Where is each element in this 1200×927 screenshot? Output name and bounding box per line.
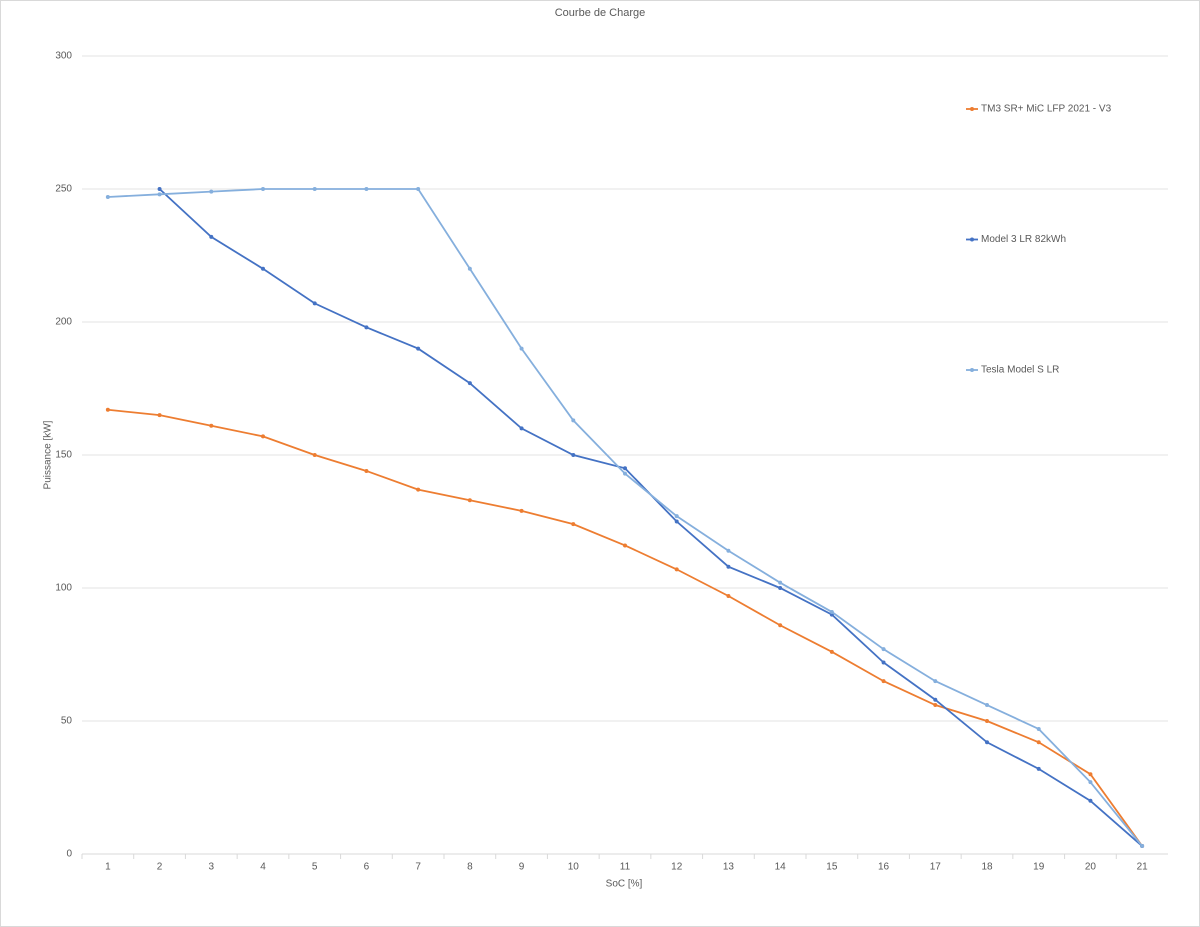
data-point	[933, 697, 938, 702]
x-tick-label: 20	[1085, 862, 1097, 873]
data-point	[364, 187, 369, 191]
x-tick-label: 5	[312, 862, 318, 873]
data-point	[985, 703, 989, 708]
x-tick-label: 17	[930, 862, 942, 873]
data-point	[881, 660, 886, 665]
data-point	[312, 301, 317, 306]
data-point	[261, 434, 265, 439]
data-point	[467, 498, 472, 503]
legend-label: Model 3 LR 82kWh	[981, 234, 1066, 245]
data-point	[105, 194, 110, 199]
data-point	[1088, 798, 1093, 803]
data-point	[467, 381, 472, 386]
y-tick-label: 150	[55, 450, 72, 461]
legend-marker	[970, 107, 974, 111]
data-point	[519, 346, 524, 351]
data-point	[416, 346, 421, 351]
data-point	[778, 580, 783, 585]
x-tick-label: 13	[723, 862, 735, 873]
data-point	[623, 466, 627, 471]
data-point	[985, 719, 989, 723]
data-point	[1088, 772, 1093, 777]
data-point	[674, 514, 679, 519]
y-tick-label: 100	[55, 583, 72, 594]
y-tick-label: 300	[55, 51, 72, 62]
data-point	[881, 679, 886, 684]
x-tick-label: 2	[157, 862, 163, 873]
data-point	[1036, 740, 1041, 745]
y-tick-label: 50	[61, 716, 73, 727]
data-point	[416, 187, 421, 191]
data-point	[416, 487, 421, 492]
data-point	[985, 740, 989, 745]
data-point	[209, 234, 214, 239]
data-point	[157, 192, 162, 197]
data-point	[519, 508, 524, 513]
data-point	[778, 623, 783, 628]
data-point	[261, 266, 265, 271]
x-tick-label: 4	[260, 862, 266, 873]
data-point	[623, 543, 627, 548]
data-point	[726, 548, 731, 553]
x-tick-label: 11	[620, 862, 631, 873]
x-tick-label: 6	[364, 862, 370, 873]
legend-marker	[970, 237, 974, 242]
data-point	[933, 703, 938, 708]
data-point	[157, 413, 162, 418]
y-axis-label: Puissance [kW]	[43, 420, 54, 489]
data-point	[261, 187, 265, 191]
x-tick-label: 8	[467, 862, 473, 873]
data-point	[674, 519, 679, 524]
data-point	[157, 187, 162, 191]
data-point	[364, 325, 369, 330]
legend-marker	[970, 368, 974, 372]
x-tick-label: 7	[415, 862, 421, 873]
data-point	[778, 586, 783, 590]
x-tick-label: 15	[826, 862, 838, 873]
y-tick-label: 0	[66, 849, 72, 860]
data-point	[933, 679, 938, 684]
data-point	[105, 407, 110, 412]
legend-label: TM3 SR+ MiC LFP 2021 - V3	[981, 104, 1112, 115]
x-tick-label: 14	[775, 862, 787, 873]
x-tick-label: 3	[209, 862, 215, 873]
data-point	[571, 418, 576, 423]
data-point	[467, 266, 472, 271]
data-point	[209, 423, 214, 428]
data-point	[1140, 844, 1145, 849]
data-point	[364, 468, 369, 473]
x-tick-label: 18	[981, 862, 993, 873]
legend-label: Tesla Model S LR	[981, 365, 1059, 376]
x-tick-label: 21	[1137, 862, 1149, 873]
x-axis-label: SoC [%]	[606, 879, 643, 890]
data-point	[519, 426, 524, 431]
data-point	[674, 567, 679, 572]
data-point	[829, 649, 834, 654]
y-tick-label: 250	[55, 184, 72, 195]
x-tick-label: 9	[519, 862, 525, 873]
x-tick-label: 1	[105, 862, 111, 873]
data-point	[312, 187, 317, 191]
chart-title: Courbe de Charge	[555, 7, 646, 19]
data-point	[209, 189, 214, 194]
data-point	[881, 647, 886, 652]
data-point	[312, 453, 317, 457]
data-point	[571, 453, 576, 457]
data-point	[571, 522, 576, 527]
x-tick-label: 10	[568, 862, 580, 873]
x-tick-label: 19	[1033, 862, 1045, 873]
x-tick-label: 12	[671, 862, 683, 873]
data-point	[1088, 780, 1093, 785]
data-point	[726, 564, 731, 569]
data-point	[829, 609, 834, 614]
data-point	[623, 471, 627, 476]
data-point	[1036, 726, 1041, 731]
y-tick-label: 200	[55, 317, 72, 328]
data-point	[1036, 766, 1041, 771]
data-point	[726, 593, 731, 598]
x-tick-label: 16	[878, 862, 890, 873]
